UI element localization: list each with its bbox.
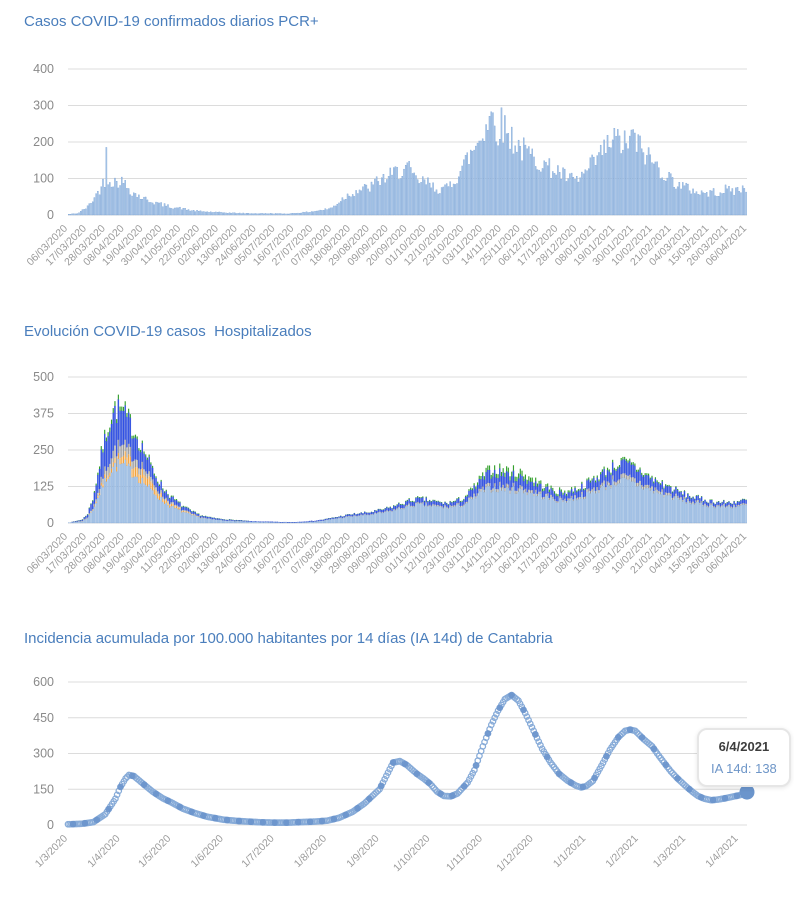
incidence-ia14d-chart[interactable]: 0 150 300 450 600 1/3/2020 1/4/2020 1/5/2020 1/6…	[0, 668, 794, 914]
svg-text:1/4/2021: 1/4/2021	[703, 833, 740, 870]
svg-text:0: 0	[47, 208, 54, 222]
hospitalized-evolution-chart[interactable]: 0 125 250 375 500 06/03/202017/03/202028/03/2…	[0, 360, 794, 622]
svg-text:1/11/2020: 1/11/2020	[444, 833, 485, 874]
last-point-tooltip: 6/4/2021 IA 14d: 138	[697, 728, 791, 787]
ia14d-filled-points[interactable]	[69, 691, 741, 828]
svg-text:1/6/2020: 1/6/2020	[189, 833, 226, 870]
svg-text:1/2/2021: 1/2/2021	[603, 833, 640, 870]
svg-text:0: 0	[47, 818, 54, 832]
tooltip-value: IA 14d: 138	[711, 761, 777, 776]
svg-text:1/3/2020: 1/3/2020	[33, 833, 70, 870]
gridlines	[68, 681, 747, 826]
x-axis-labels: 06/03/202017/03/202028/03/202008/04/2020…	[24, 223, 749, 269]
hospitalized-chart-title: Evolución COVID-19 casos Hospitalizados	[24, 323, 312, 340]
x-axis-labels: 1/3/2020 1/4/2020 1/5/2020 1/6/2020 1/7/2020…	[33, 833, 741, 875]
stack-serie-azul[interactable]	[71, 399, 747, 523]
svg-text:1/4/2020: 1/4/2020	[85, 833, 122, 870]
svg-text:1/8/2020: 1/8/2020	[292, 833, 329, 870]
svg-text:1/5/2020: 1/5/2020	[136, 833, 173, 870]
svg-text:100: 100	[33, 172, 54, 186]
svg-text:1/10/2020: 1/10/2020	[391, 833, 433, 875]
y-axis-labels: 0 150 300 450 600	[33, 675, 54, 832]
incidence-chart-title: Incidencia acumulada por 100.000 habitan…	[24, 630, 553, 647]
ia14d-latest-point[interactable]	[739, 784, 755, 800]
svg-text:1/12/2020: 1/12/2020	[494, 833, 536, 875]
svg-text:0: 0	[47, 516, 54, 530]
ia14d-ring-points[interactable]	[64, 692, 749, 828]
stack-serie-gris[interactable]	[71, 439, 747, 523]
svg-text:125: 125	[33, 480, 54, 494]
y-axis-labels: 0 100 200 300 400	[33, 62, 54, 222]
stack-hospitalizados-planta[interactable]	[68, 458, 747, 524]
svg-text:500: 500	[33, 370, 54, 384]
svg-text:300: 300	[33, 747, 54, 761]
svg-text:600: 600	[33, 675, 54, 689]
svg-text:1/1/2021: 1/1/2021	[551, 833, 588, 870]
stack-serie-verde[interactable]	[71, 394, 747, 522]
svg-text:400: 400	[33, 62, 54, 76]
svg-text:150: 150	[33, 782, 54, 796]
x-axis-labels: 06/03/202017/03/202028/03/202008/04/2020…	[24, 531, 749, 577]
pcr-chart-title: Casos COVID-19 confirmados diarios PCR+	[24, 13, 319, 30]
svg-text:1/3/2021: 1/3/2021	[651, 833, 688, 870]
svg-text:200: 200	[33, 135, 54, 149]
svg-text:375: 375	[33, 407, 54, 421]
svg-text:1/7/2020: 1/7/2020	[239, 833, 276, 870]
tooltip-date: 6/4/2021	[718, 739, 770, 754]
daily-case-bars[interactable]	[68, 107, 747, 216]
y-axis-labels: 0 125 250 375 500	[33, 370, 54, 530]
svg-text:250: 250	[33, 443, 54, 457]
stack-serie-naranja[interactable]	[76, 451, 207, 522]
svg-text:1/9/2020: 1/9/2020	[344, 833, 381, 870]
svg-text:300: 300	[33, 99, 54, 113]
pcr-daily-cases-chart[interactable]: 0 100 200 300 400 06/03/202017/03/202028/03/2…	[0, 50, 794, 318]
svg-text:450: 450	[33, 711, 54, 725]
